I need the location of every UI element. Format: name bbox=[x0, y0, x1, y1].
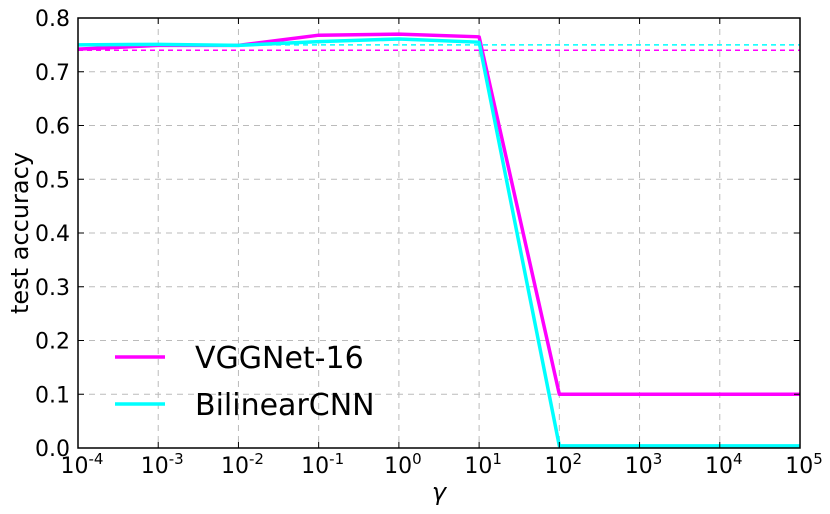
y-tick-label: 0.0 bbox=[35, 437, 70, 462]
grid bbox=[77, 17, 801, 449]
series-line-vggnet-16 bbox=[77, 32, 800, 396]
x-tick-label: 105 bbox=[785, 450, 823, 479]
legend-label: VGGNet-16 bbox=[195, 341, 364, 376]
x-tick-label: 100 bbox=[384, 450, 422, 479]
plot-frame bbox=[77, 17, 801, 449]
x-tick-label: 10-4 bbox=[61, 450, 104, 479]
y-tick-label: 0.2 bbox=[35, 330, 70, 355]
y-tick-label: 0.7 bbox=[35, 61, 70, 86]
y-tick-label: 0.6 bbox=[35, 115, 70, 140]
x-tick-label: 10-2 bbox=[221, 450, 264, 479]
y-tick-labels: 0.0 0.1 0.2 0.3 0.4 0.5 0.6 0.7 0.8 bbox=[35, 7, 70, 462]
x-tick-label: 10-3 bbox=[141, 450, 184, 479]
legend-label: BilinearCNN bbox=[195, 388, 375, 423]
y-tick-label: 0.8 bbox=[35, 7, 70, 32]
y-tick-label: 0.4 bbox=[35, 222, 70, 247]
series-line-bilinearcnn bbox=[77, 37, 800, 448]
x-tick-label: 104 bbox=[705, 450, 743, 479]
x-tick-label: 101 bbox=[464, 450, 502, 479]
x-axis-label: γ bbox=[432, 478, 448, 506]
ticks bbox=[77, 17, 801, 449]
legend: VGGNet-16 BilinearCNN bbox=[115, 341, 375, 423]
series-lines bbox=[77, 32, 800, 448]
x-tick-label: 102 bbox=[545, 450, 583, 479]
y-tick-label: 0.5 bbox=[35, 168, 70, 193]
x-tick-labels: 10-4 10-3 10-2 10-1 100 101 102 103 104 105 bbox=[61, 450, 823, 479]
y-tick-label: 0.3 bbox=[35, 276, 70, 301]
x-tick-label: 10-1 bbox=[301, 450, 344, 479]
y-axis-label: test accuracy bbox=[6, 152, 34, 314]
y-tick-label: 0.1 bbox=[35, 383, 70, 408]
x-tick-label: 103 bbox=[625, 450, 663, 479]
